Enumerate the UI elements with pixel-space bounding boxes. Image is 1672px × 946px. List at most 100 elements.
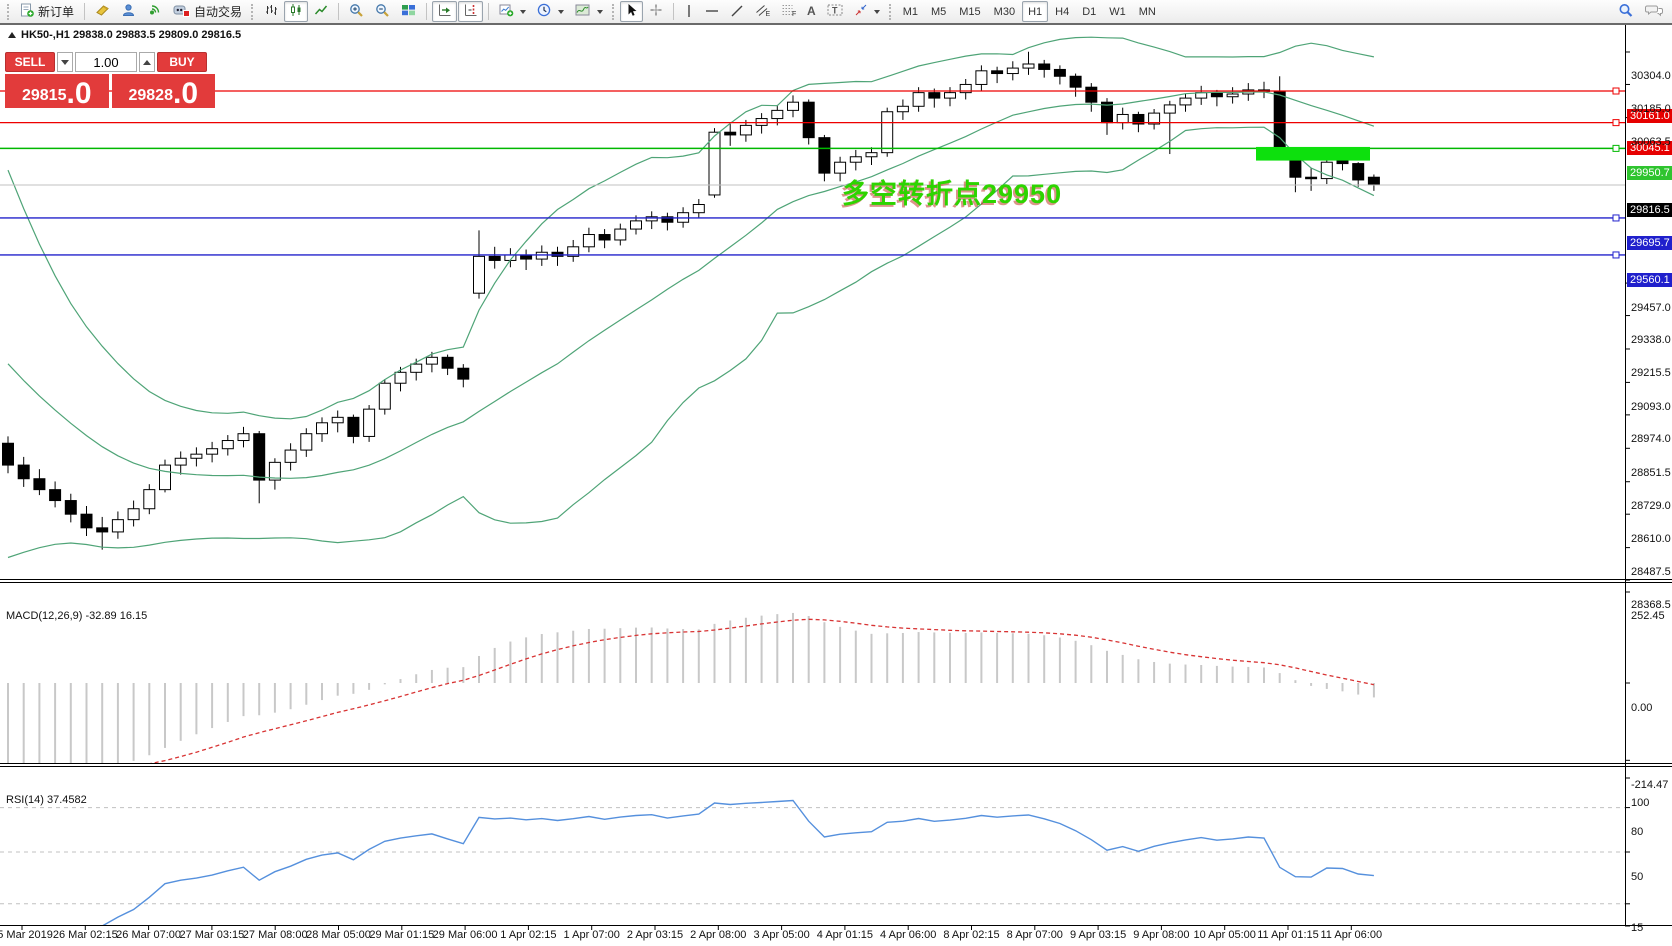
rsi-tick-label: 15 bbox=[1631, 922, 1644, 935]
chart-plot[interactable] bbox=[0, 25, 1672, 946]
timeframe-h1-button[interactable]: H1 bbox=[1022, 1, 1049, 22]
chart-annotation-text[interactable]: 多空转折点29950 bbox=[842, 179, 1063, 209]
toolbar-drag-handle[interactable] bbox=[888, 3, 893, 20]
line-chart-mode-button[interactable] bbox=[309, 1, 333, 22]
line-handle[interactable] bbox=[1612, 214, 1620, 222]
price-tag[interactable]: 29816.5 bbox=[1627, 203, 1672, 217]
macd-tick-label: 0.00 bbox=[1631, 701, 1653, 714]
buy-price-panel[interactable]: 29828.0 bbox=[111, 74, 215, 109]
timeframe-d1-button[interactable]: D1 bbox=[1082, 5, 1097, 18]
candle bbox=[80, 506, 93, 537]
periods-button[interactable] bbox=[532, 1, 569, 22]
text-tool-button[interactable]: A bbox=[802, 1, 821, 22]
sell-price-panel[interactable]: 29815.0 bbox=[5, 74, 109, 109]
candle bbox=[33, 469, 46, 496]
candle bbox=[896, 99, 909, 120]
triangle-up-icon bbox=[143, 59, 151, 65]
zoom-in-icon bbox=[349, 3, 364, 20]
bar-chart-mode-button[interactable] bbox=[259, 1, 283, 22]
candle bbox=[520, 249, 533, 270]
line-handle[interactable] bbox=[1612, 87, 1620, 95]
price-tag[interactable]: 30161.0 bbox=[1627, 109, 1672, 123]
line-handle[interactable] bbox=[1612, 251, 1620, 259]
chart-shift-button[interactable] bbox=[458, 1, 484, 22]
toolbar-drag-handle[interactable] bbox=[7, 3, 11, 20]
templates-button[interactable] bbox=[570, 1, 608, 22]
timeframe-mn-button[interactable]: MN bbox=[1138, 5, 1156, 18]
autotrading-button[interactable]: 自动交易 bbox=[168, 1, 247, 22]
trendline-tool-button[interactable] bbox=[725, 1, 749, 22]
price-tag[interactable]: 29560.1 bbox=[1627, 272, 1672, 287]
price-tick-label: 29215.5 bbox=[1631, 367, 1671, 380]
price-tag[interactable]: 29950.7 bbox=[1627, 166, 1672, 181]
timeframe-h4-button[interactable]: H4 bbox=[1055, 5, 1070, 18]
candle bbox=[708, 128, 721, 198]
signals-button[interactable] bbox=[142, 1, 167, 22]
auto-scroll-button[interactable] bbox=[432, 1, 458, 22]
layouts-button[interactable] bbox=[90, 1, 115, 22]
svg-text:E: E bbox=[766, 11, 771, 17]
price-tag[interactable]: 29695.7 bbox=[1627, 235, 1672, 250]
zoom-in-button[interactable] bbox=[344, 1, 369, 22]
chat-button[interactable] bbox=[1640, 1, 1668, 22]
timeframe-m5-button[interactable]: M5 bbox=[930, 5, 947, 18]
volume-input[interactable] bbox=[75, 52, 137, 72]
price-tag[interactable]: 30045.1 bbox=[1627, 140, 1672, 155]
fibonacci-icon: F bbox=[781, 3, 796, 20]
volume-decrease-button[interactable] bbox=[57, 52, 73, 72]
crosshair-tool-button[interactable] bbox=[644, 1, 668, 22]
channel-tool-button[interactable]: E bbox=[750, 1, 775, 22]
candle bbox=[1132, 111, 1145, 133]
highlight-rectangle-object[interactable] bbox=[1256, 146, 1370, 161]
timeframe-m15-button[interactable]: M15 bbox=[959, 5, 981, 18]
time-label: 2 Apr 08:00 bbox=[690, 929, 747, 941]
candle bbox=[1085, 83, 1098, 112]
chart-window[interactable]: HK50-,H1 29838.0 29883.5 29809.0 29816.5… bbox=[0, 25, 1672, 946]
rsi-pane bbox=[0, 799, 1625, 926]
candle bbox=[1273, 76, 1286, 150]
candle bbox=[347, 414, 360, 444]
triangle-down-icon bbox=[61, 59, 69, 65]
cursor-tool-button[interactable] bbox=[620, 1, 644, 22]
volume-increase-button[interactable] bbox=[139, 52, 155, 72]
new-order-button[interactable]: 新订单 bbox=[15, 1, 79, 22]
candle bbox=[582, 227, 595, 253]
macd-histogram bbox=[7, 612, 1375, 763]
toolbar-drag-handle[interactable] bbox=[251, 3, 255, 20]
timeframe-m30-button[interactable]: M30 bbox=[993, 5, 1016, 18]
sell-button[interactable]: SELL bbox=[5, 52, 55, 72]
candle bbox=[818, 134, 831, 182]
candle bbox=[959, 78, 972, 100]
candle-chart-mode-button[interactable] bbox=[284, 1, 309, 22]
shapes-tool-button[interactable] bbox=[849, 1, 885, 22]
time-label: 1 Apr 02:15 bbox=[500, 929, 557, 941]
vertical-line-tool-button[interactable] bbox=[679, 1, 699, 22]
toolbar-drag-handle[interactable] bbox=[612, 3, 616, 20]
community-button[interactable] bbox=[116, 1, 141, 22]
line-handle[interactable] bbox=[1612, 119, 1620, 127]
candle bbox=[802, 99, 815, 145]
macd-signal-line bbox=[149, 618, 1375, 763]
horizontal-line-tool-button[interactable] bbox=[700, 1, 724, 22]
candle bbox=[221, 435, 234, 456]
price-tick-label: 30185.0 bbox=[1631, 102, 1671, 115]
text-label-tool-button[interactable]: T bbox=[822, 1, 848, 22]
fibonacci-tool-button[interactable]: F bbox=[776, 1, 801, 22]
one-click-trade-panel: SELL BUY 29815.0 29828.0 bbox=[5, 52, 215, 109]
line-handle[interactable] bbox=[1612, 144, 1620, 152]
search-button[interactable] bbox=[1613, 1, 1639, 22]
candles-series bbox=[2, 51, 1380, 550]
new-chart-button[interactable] bbox=[494, 1, 531, 22]
buy-button[interactable]: BUY bbox=[157, 52, 207, 72]
zoom-out-button[interactable] bbox=[370, 1, 395, 22]
time-label: 10 Apr 05:00 bbox=[1193, 929, 1256, 941]
timeframe-w1-button[interactable]: W1 bbox=[1109, 5, 1126, 18]
candle bbox=[1289, 159, 1302, 193]
timeframe-m1-button[interactable]: M1 bbox=[902, 5, 918, 18]
collapse-triangle-icon[interactable] bbox=[8, 32, 16, 38]
time-label: 25 Mar 2019 bbox=[0, 929, 53, 941]
candle bbox=[49, 481, 62, 508]
zoom-out-icon bbox=[375, 3, 390, 20]
tile-windows-button[interactable] bbox=[396, 1, 421, 22]
chevron-down-icon bbox=[873, 9, 880, 14]
